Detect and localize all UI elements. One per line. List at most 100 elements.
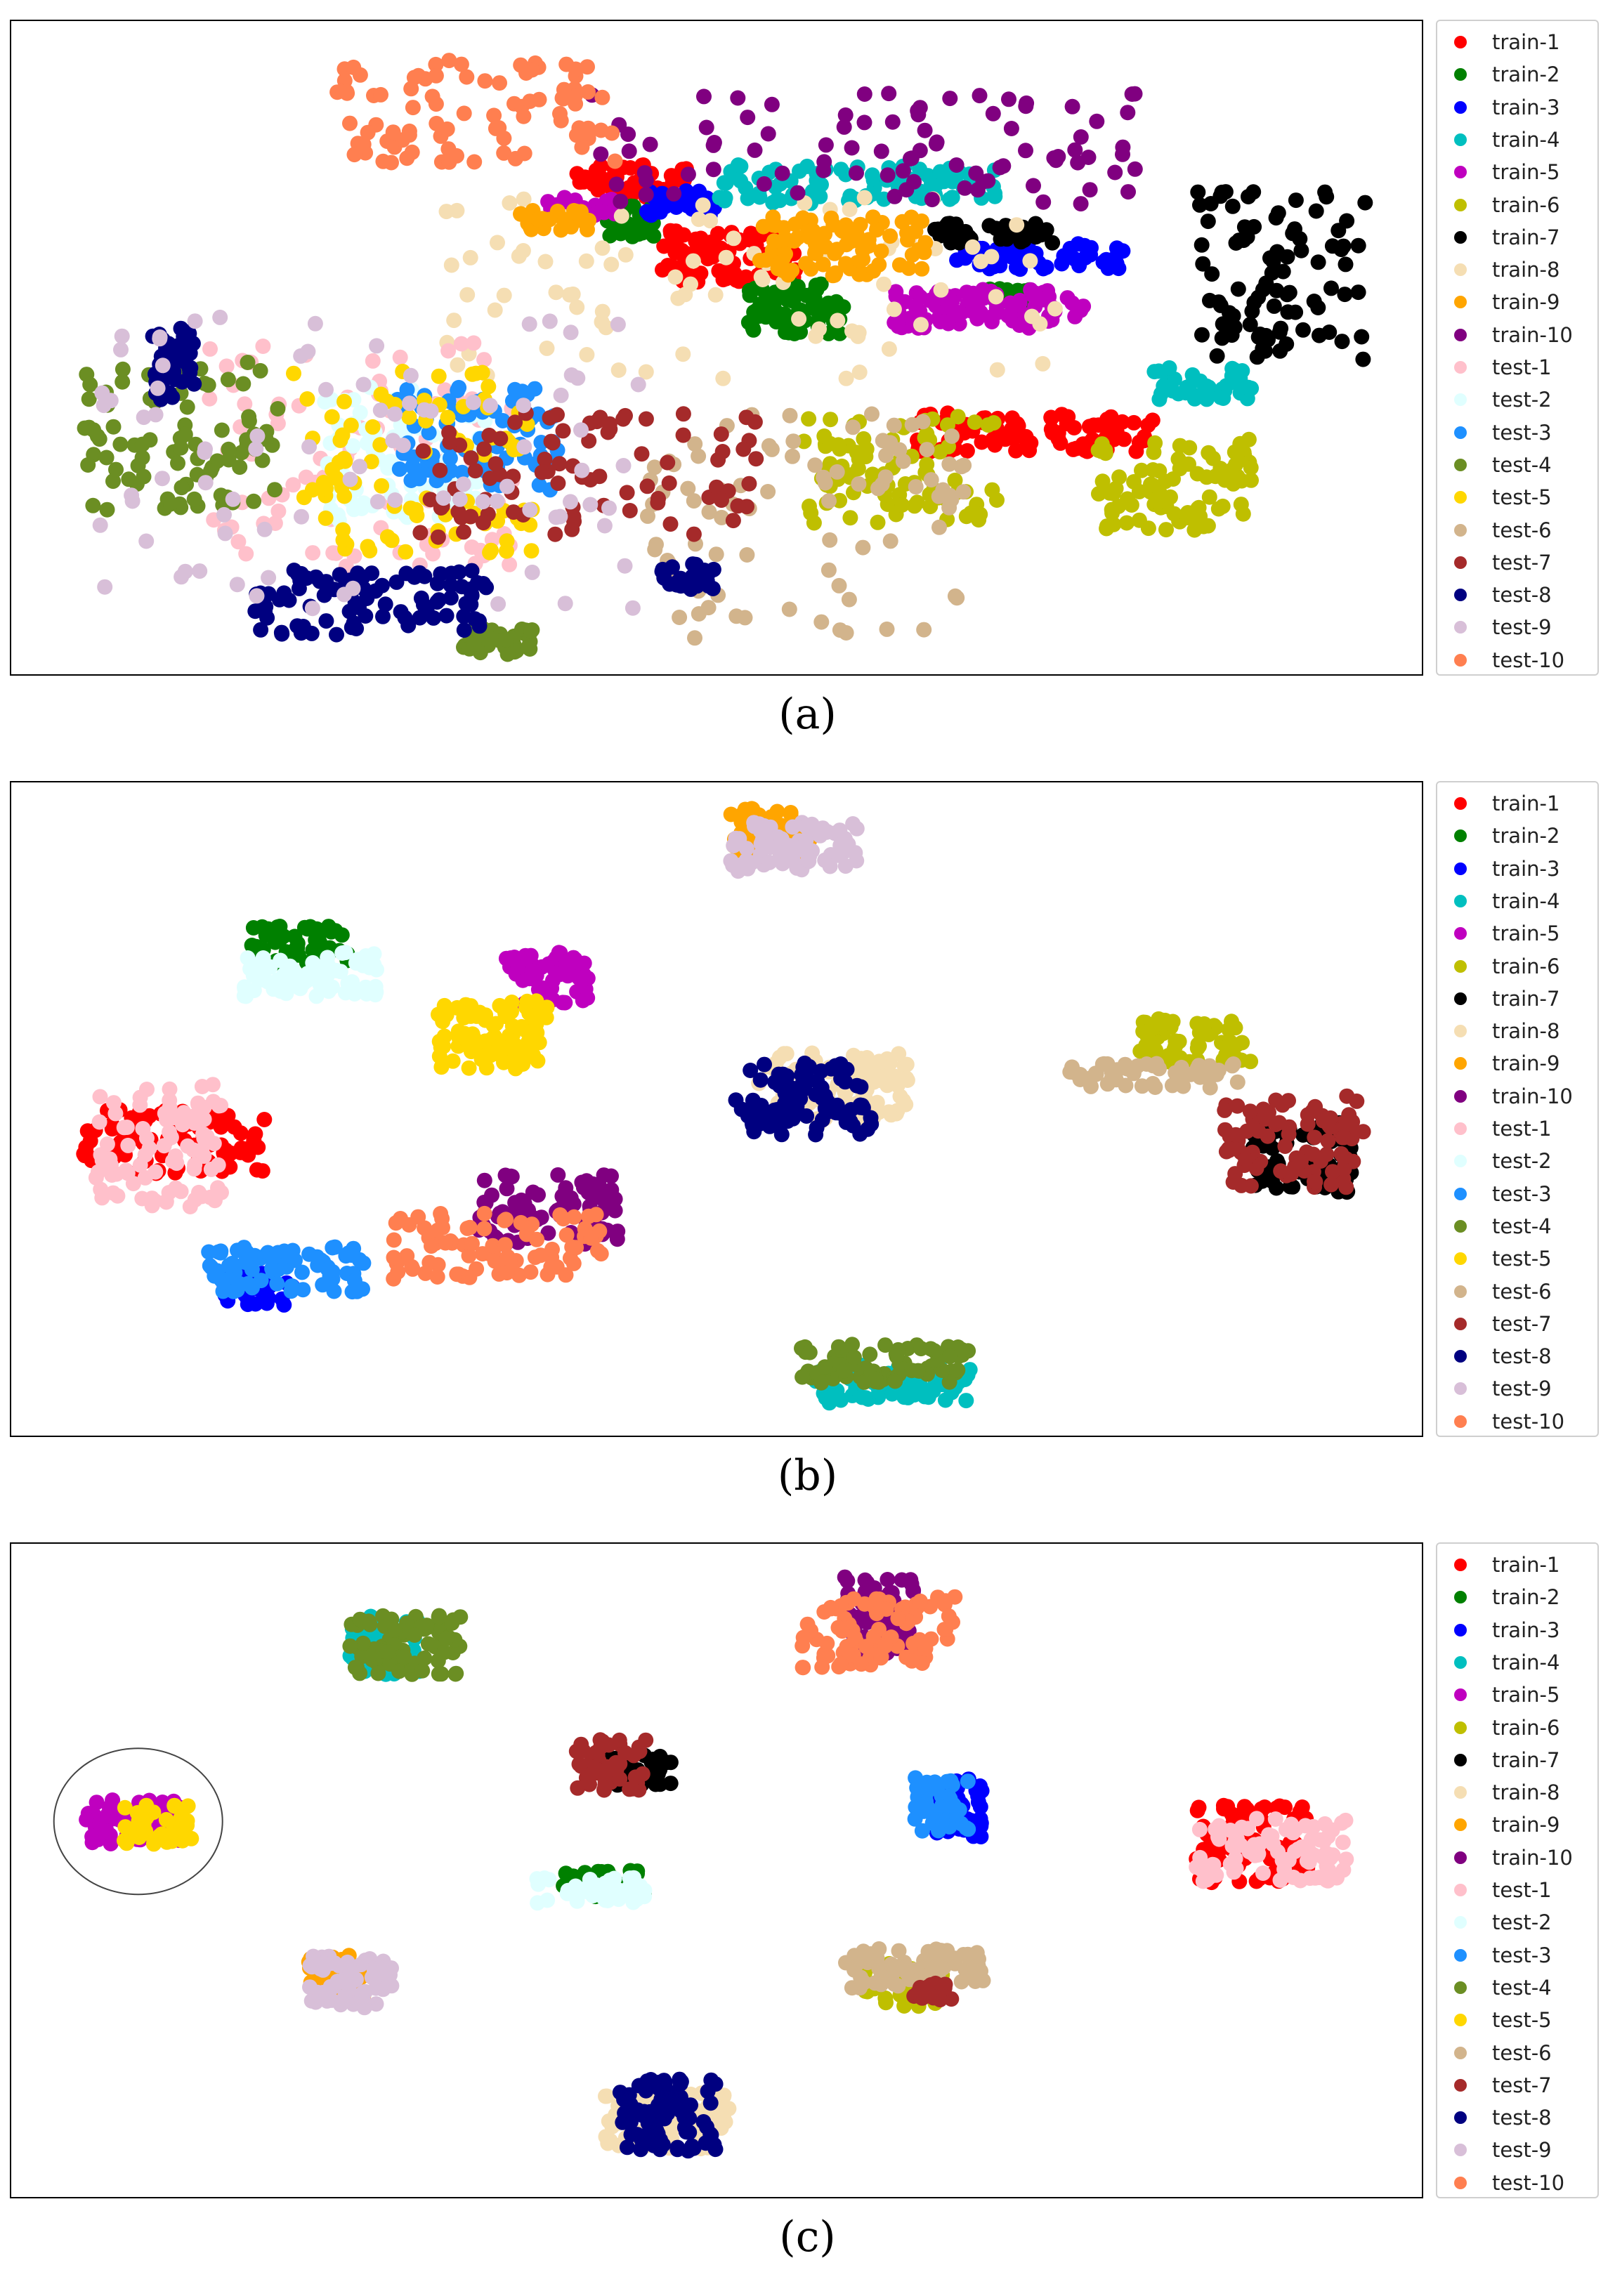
point-test-10 <box>502 1253 518 1269</box>
legend-item-test-7: test-7 <box>1454 549 1552 577</box>
point-train-8 <box>726 230 742 247</box>
point-test-7 <box>1286 1162 1302 1178</box>
point-train-2 <box>320 919 336 935</box>
point-test-8 <box>780 1087 796 1103</box>
point-train-8 <box>716 2088 732 2104</box>
point-test-3 <box>283 1283 299 1299</box>
point-train-7 <box>1230 281 1246 297</box>
point-test-9 <box>489 493 505 509</box>
point-test-1 <box>194 1188 210 1205</box>
point-test-4 <box>98 450 115 466</box>
point-test-8 <box>775 1066 791 1082</box>
point-train-3 <box>1113 244 1129 259</box>
point-test-9 <box>229 577 245 593</box>
point-test-8 <box>678 2124 694 2140</box>
point-test-8 <box>809 1120 825 1136</box>
legend-label: test-8 <box>1492 1344 1552 1369</box>
point-test-9 <box>97 579 113 595</box>
point-train-5 <box>944 294 960 310</box>
point-train-8 <box>871 1054 887 1070</box>
point-test-3 <box>224 1255 240 1271</box>
point-test-6 <box>882 533 898 549</box>
point-train-7 <box>1258 275 1274 291</box>
point-train-7 <box>1317 184 1333 200</box>
point-test-9 <box>574 462 590 478</box>
point-test-6 <box>646 459 662 475</box>
point-train-8 <box>613 208 629 224</box>
point-test-7 <box>713 426 729 442</box>
point-test-8 <box>792 1091 809 1107</box>
point-test-9 <box>573 422 589 438</box>
point-train-2 <box>265 926 281 943</box>
legend-item-test-4: test-4 <box>1454 1212 1552 1240</box>
point-test-9 <box>216 506 232 523</box>
point-train-6 <box>1149 494 1165 511</box>
point-test-8 <box>696 563 712 578</box>
point-train-10 <box>968 165 984 181</box>
point-test-7 <box>482 471 498 486</box>
point-test-7 <box>920 1987 936 2003</box>
point-test-10 <box>522 93 538 110</box>
point-test-5 <box>528 993 544 1009</box>
point-test-3 <box>914 1823 930 1839</box>
point-test-5 <box>365 419 381 435</box>
point-test-9 <box>370 494 386 510</box>
point-test-4 <box>241 413 257 429</box>
point-test-7 <box>1257 1111 1274 1127</box>
point-test-7 <box>622 503 638 518</box>
point-test-10 <box>449 147 464 164</box>
point-test-6 <box>873 1976 889 1993</box>
point-test-7 <box>549 407 565 423</box>
point-test-9 <box>352 459 367 475</box>
point-test-1 <box>1338 1851 1354 1868</box>
point-train-6 <box>1091 486 1106 502</box>
point-test-9 <box>294 509 309 525</box>
point-test-7 <box>1305 1146 1321 1162</box>
point-test-10 <box>346 147 362 163</box>
point-test-8 <box>771 1113 787 1129</box>
point-test-1 <box>1286 1869 1302 1885</box>
point-test-3 <box>454 464 470 480</box>
point-test-10 <box>466 154 483 170</box>
point-test-1 <box>135 1121 151 1136</box>
point-test-7 <box>612 1771 628 1787</box>
point-test-7 <box>1273 1163 1289 1179</box>
point-train-5 <box>557 995 573 1011</box>
point-train-8 <box>898 1056 915 1072</box>
point-test-8 <box>377 596 393 612</box>
point-test-8 <box>291 580 307 596</box>
point-test-3 <box>908 1770 924 1786</box>
point-train-9 <box>782 265 798 281</box>
point-test-8 <box>466 611 483 627</box>
point-train-6 <box>1212 467 1228 483</box>
point-test-9 <box>482 398 498 414</box>
point-test-4 <box>448 1665 464 1681</box>
point-test-7 <box>537 452 553 467</box>
point-test-10 <box>405 100 421 116</box>
legend-label: train-6 <box>1492 954 1560 978</box>
point-train-6 <box>823 412 839 428</box>
point-test-6 <box>760 484 776 499</box>
point-train-10 <box>985 105 1001 122</box>
legend-label: train-4 <box>1492 888 1560 913</box>
point-test-4 <box>121 471 137 487</box>
point-test-10 <box>499 1265 515 1281</box>
point-train-1 <box>572 174 588 190</box>
legend-marker <box>1454 797 1467 810</box>
point-test-4 <box>170 455 185 471</box>
point-test-1 <box>202 341 218 357</box>
point-test-9 <box>521 316 537 332</box>
point-train-5 <box>79 1811 95 1828</box>
point-train-8 <box>1022 253 1038 269</box>
point-test-3 <box>960 1773 976 1790</box>
point-test-9 <box>150 380 166 396</box>
point-train-8 <box>691 211 707 228</box>
point-train-6 <box>858 441 875 457</box>
point-test-6 <box>714 509 730 525</box>
point-test-10 <box>485 1238 501 1254</box>
point-test-2 <box>530 1895 546 1911</box>
point-train-6 <box>816 428 832 444</box>
point-train-9 <box>758 252 774 268</box>
point-test-9 <box>155 357 171 374</box>
point-test-9 <box>197 445 213 460</box>
